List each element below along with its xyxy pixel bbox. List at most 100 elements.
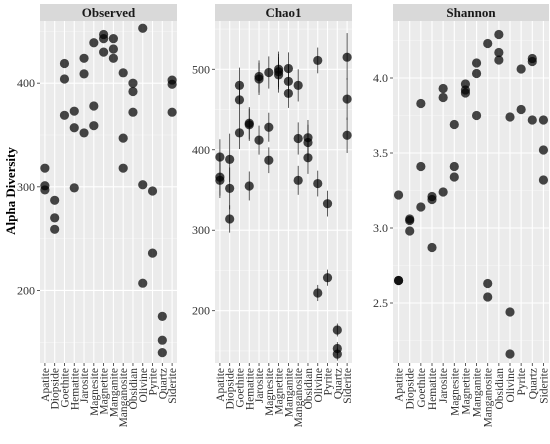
y-tick-label: 200 [192, 304, 210, 318]
data-point [494, 55, 504, 65]
data-point [128, 107, 138, 117]
x-tick-label: Hematite [427, 368, 439, 410]
x-tick-label: Magnesite [89, 368, 101, 416]
data-point [225, 183, 235, 193]
data-point [40, 185, 50, 195]
data-point [118, 68, 128, 78]
data-point [494, 47, 504, 58]
data-point [460, 88, 471, 98]
data-point [483, 278, 493, 289]
x-tick-label: Diopside [225, 368, 237, 410]
x-tick-label: Olivine [138, 368, 150, 403]
x-tick-label: Siderite [342, 368, 354, 404]
data-point [118, 133, 128, 143]
data-point [505, 307, 515, 317]
data-point [471, 68, 482, 79]
x-tick-label: Manganosite [293, 368, 305, 427]
data-point [69, 123, 79, 133]
y-tick-label: 4.0 [373, 71, 388, 85]
x-tick-label: Apatite [215, 368, 227, 402]
data-point [89, 121, 99, 131]
data-point [538, 115, 549, 125]
y-tick-label: 200 [17, 283, 35, 297]
x-tick-label: Manganosite [118, 368, 130, 427]
x-tick-label: Obsidian [303, 368, 315, 410]
data-point [505, 349, 515, 359]
x-tick-label: Magnesite [449, 368, 461, 416]
panel-title: Observed [82, 5, 136, 20]
data-point [283, 88, 293, 99]
x-tick-label: Pyrite [148, 368, 160, 395]
data-point [79, 128, 89, 138]
data-point [225, 154, 235, 165]
data-point [215, 152, 225, 162]
x-tick-label: Magnetite [99, 368, 111, 415]
data-point [342, 52, 352, 62]
x-tick-label: Pyrite [323, 368, 335, 395]
data-point [332, 349, 342, 359]
data-point [157, 348, 167, 358]
data-point [538, 175, 549, 185]
x-tick-label: Manganite [108, 368, 120, 417]
y-tick-label: 3.5 [373, 146, 388, 160]
data-point [313, 288, 323, 298]
data-point [527, 115, 537, 125]
data-point [69, 183, 79, 193]
x-tick-label: Goethite [416, 368, 428, 408]
y-tick-label: 3.0 [373, 221, 388, 235]
data-point [167, 79, 177, 89]
panel-chao1: Chao1 200 300 400 500 ApatiteDiopsideGoethite… [192, 4, 354, 427]
x-tick-label: Magnetite [460, 368, 472, 415]
data-point [50, 213, 60, 223]
data-point [225, 214, 235, 224]
data-point [244, 181, 254, 191]
data-point [322, 199, 333, 209]
data-point [494, 29, 504, 40]
data-point [79, 53, 89, 63]
data-point [342, 130, 352, 140]
data-point [147, 248, 158, 258]
data-point [40, 163, 50, 173]
panel-strip [215, 4, 352, 21]
panel-title: Chao1 [265, 5, 301, 20]
data-point [138, 278, 148, 288]
x-tick-label: Obsidian [494, 368, 506, 410]
data-point [79, 69, 89, 79]
y-tick-label: 400 [17, 76, 35, 90]
y-tick-label: 500 [192, 62, 210, 76]
x-tick-label: Hematite [69, 368, 81, 410]
data-point [322, 273, 333, 283]
data-point [274, 70, 284, 80]
data-point [471, 110, 482, 121]
data-point [108, 34, 118, 44]
y-tick-label: 400 [192, 143, 210, 157]
data-point [244, 120, 254, 130]
data-point [108, 44, 118, 54]
data-point [59, 58, 70, 69]
x-tick-label: Jarosite [79, 368, 91, 403]
data-point [332, 325, 342, 335]
panel-title: Shannon [446, 5, 496, 20]
data-point [483, 38, 493, 49]
x-tick-label: Manganite [283, 368, 295, 417]
x-tick-label: Pyrite [516, 368, 528, 395]
data-point [449, 119, 459, 130]
data-point [118, 163, 128, 173]
data-point [138, 180, 148, 190]
data-point [405, 226, 415, 236]
data-point [167, 107, 177, 117]
data-point [264, 122, 274, 132]
x-tick-label: Diopside [50, 368, 62, 410]
panel-observed: Observed 200 300 400 ApatiteDiopsideGoethite… [17, 4, 179, 427]
data-point [427, 194, 437, 205]
data-point [516, 64, 526, 74]
x-tick-label: Quartz [527, 368, 539, 399]
data-point [416, 98, 426, 109]
data-point [254, 135, 264, 145]
panel-shannon: Shannon 2.5 3.0 3.5 4.0 Apatite Diopside Goethi… [373, 4, 550, 427]
data-point [393, 275, 404, 286]
panel-background [215, 21, 352, 363]
data-point [50, 195, 60, 205]
x-tick-label: Goethite [234, 368, 246, 408]
